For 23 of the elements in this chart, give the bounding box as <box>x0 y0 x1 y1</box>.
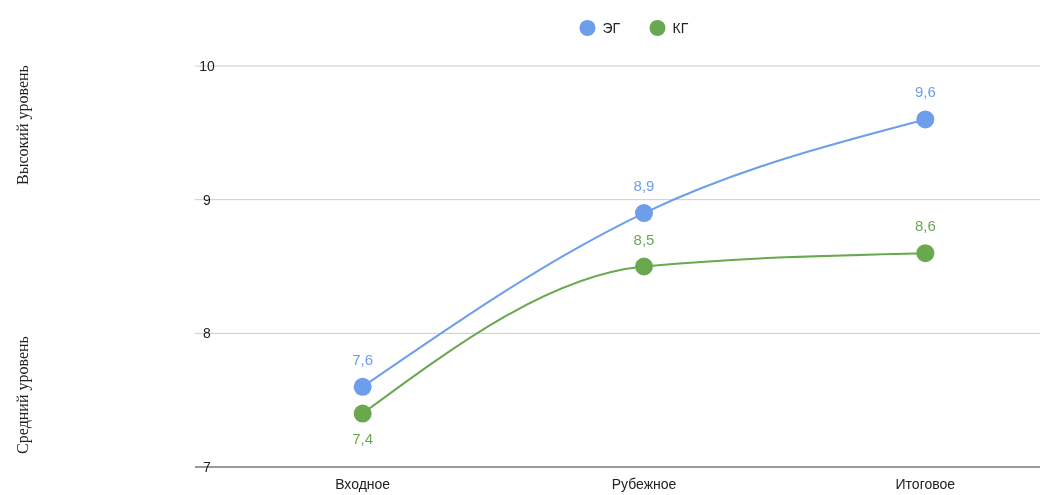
x-tick-label: Итоговое <box>895 476 956 492</box>
text: Высокий уровень <box>14 65 32 185</box>
point <box>635 204 653 223</box>
data-label: 8,9 <box>633 177 655 195</box>
legend-label: ЭГ <box>602 19 621 36</box>
x-tick-label: Входное <box>335 476 391 492</box>
point <box>916 110 935 129</box>
y-tick-label: 7 <box>203 458 212 475</box>
data-label: 8,5 <box>633 230 655 248</box>
data-label: 8,6 <box>914 217 936 235</box>
point <box>635 257 653 276</box>
point <box>916 244 935 263</box>
y-tick-label: 9 <box>203 191 212 208</box>
point <box>353 377 372 396</box>
y-tick-label: 8 <box>203 325 212 342</box>
legend-label: КГ <box>672 19 689 36</box>
data-label: 7,4 <box>352 429 374 447</box>
data-label: 7,6 <box>352 350 374 368</box>
text: Средний уровень <box>14 336 32 454</box>
y-tick-label: 10 <box>199 57 215 74</box>
data-label: 9,6 <box>914 83 936 101</box>
x-tick-label: Рубежное <box>611 476 677 492</box>
point <box>353 404 372 423</box>
